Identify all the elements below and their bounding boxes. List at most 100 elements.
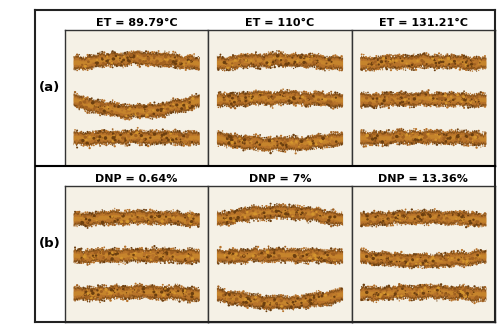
- Circle shape: [292, 148, 294, 150]
- Circle shape: [84, 65, 87, 68]
- Circle shape: [187, 292, 190, 296]
- Circle shape: [93, 63, 96, 66]
- Circle shape: [452, 98, 454, 101]
- Circle shape: [120, 61, 123, 63]
- Circle shape: [469, 101, 472, 104]
- Circle shape: [434, 262, 436, 264]
- Circle shape: [193, 53, 195, 55]
- Circle shape: [219, 246, 222, 248]
- Circle shape: [164, 219, 166, 221]
- Circle shape: [144, 254, 146, 256]
- Circle shape: [318, 290, 320, 291]
- Circle shape: [170, 139, 173, 142]
- Circle shape: [182, 65, 184, 68]
- Circle shape: [274, 249, 276, 251]
- Circle shape: [476, 60, 480, 63]
- Circle shape: [461, 97, 462, 98]
- Circle shape: [410, 56, 414, 59]
- Circle shape: [470, 57, 471, 58]
- Circle shape: [245, 292, 246, 294]
- Circle shape: [91, 132, 94, 136]
- Circle shape: [242, 150, 244, 151]
- Circle shape: [170, 252, 172, 255]
- Circle shape: [120, 250, 122, 252]
- Circle shape: [461, 104, 463, 106]
- Circle shape: [312, 219, 314, 221]
- Circle shape: [120, 223, 122, 225]
- Circle shape: [258, 258, 262, 261]
- Circle shape: [244, 144, 246, 146]
- Polygon shape: [74, 289, 200, 297]
- Circle shape: [292, 57, 294, 59]
- Circle shape: [322, 90, 324, 92]
- Circle shape: [484, 286, 486, 288]
- Circle shape: [368, 102, 371, 104]
- Circle shape: [232, 295, 234, 297]
- Circle shape: [309, 59, 311, 61]
- Circle shape: [81, 139, 84, 142]
- Circle shape: [142, 60, 146, 63]
- Circle shape: [438, 222, 440, 224]
- Circle shape: [218, 107, 219, 108]
- Circle shape: [80, 213, 82, 214]
- Polygon shape: [217, 203, 343, 227]
- Circle shape: [167, 62, 169, 64]
- Circle shape: [270, 147, 271, 148]
- Circle shape: [128, 297, 130, 300]
- Circle shape: [288, 300, 289, 301]
- Circle shape: [250, 293, 253, 295]
- Circle shape: [86, 264, 88, 266]
- Circle shape: [414, 64, 416, 66]
- Circle shape: [361, 53, 362, 55]
- Circle shape: [324, 105, 326, 106]
- Circle shape: [390, 265, 392, 267]
- Circle shape: [238, 55, 240, 56]
- Circle shape: [361, 144, 362, 146]
- Circle shape: [415, 69, 417, 71]
- Circle shape: [116, 283, 117, 285]
- Circle shape: [189, 210, 190, 212]
- Circle shape: [480, 147, 482, 148]
- Circle shape: [394, 255, 396, 256]
- Circle shape: [341, 224, 342, 225]
- Circle shape: [278, 254, 281, 258]
- Circle shape: [118, 102, 120, 104]
- Circle shape: [116, 106, 119, 109]
- Circle shape: [408, 219, 411, 221]
- Circle shape: [376, 108, 377, 109]
- Circle shape: [472, 293, 473, 295]
- Circle shape: [369, 263, 371, 265]
- Circle shape: [412, 140, 414, 141]
- Circle shape: [231, 97, 234, 99]
- Circle shape: [94, 216, 96, 218]
- Circle shape: [462, 287, 464, 289]
- Circle shape: [324, 139, 326, 141]
- Circle shape: [108, 53, 110, 55]
- Circle shape: [191, 225, 193, 226]
- Circle shape: [426, 284, 428, 285]
- Circle shape: [390, 212, 392, 214]
- Circle shape: [151, 51, 154, 53]
- Circle shape: [145, 50, 147, 52]
- Circle shape: [122, 285, 124, 287]
- Circle shape: [390, 64, 391, 66]
- Circle shape: [192, 217, 194, 220]
- Circle shape: [182, 215, 184, 216]
- Circle shape: [100, 224, 101, 225]
- Circle shape: [300, 256, 302, 259]
- Text: DNP = 0.64%: DNP = 0.64%: [96, 174, 178, 184]
- Circle shape: [372, 257, 374, 259]
- Circle shape: [162, 102, 164, 104]
- Circle shape: [476, 102, 480, 105]
- Circle shape: [305, 67, 307, 69]
- Circle shape: [74, 143, 76, 144]
- Circle shape: [301, 248, 303, 250]
- Circle shape: [178, 254, 180, 255]
- Circle shape: [234, 101, 235, 103]
- Polygon shape: [360, 249, 486, 259]
- Circle shape: [404, 91, 407, 94]
- Circle shape: [310, 211, 312, 214]
- Circle shape: [328, 223, 330, 225]
- Circle shape: [234, 211, 236, 214]
- Circle shape: [436, 54, 438, 56]
